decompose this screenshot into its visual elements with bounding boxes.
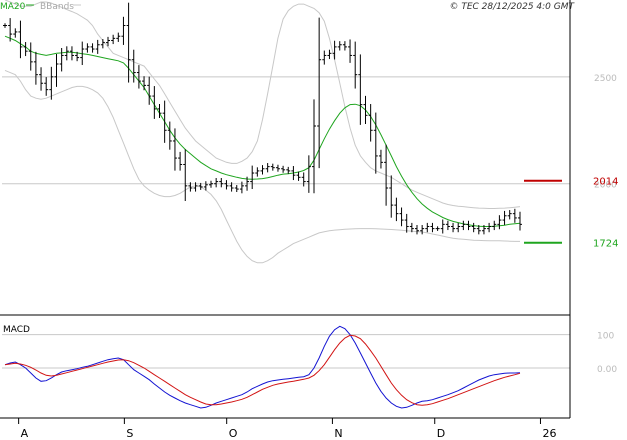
x-tick-label: 26 <box>542 427 556 440</box>
x-tick-label: N <box>334 427 342 440</box>
axes: A S O N D 26 <box>18 418 556 440</box>
ma20-legend: MA20 <box>0 2 26 12</box>
price-tick-label: 2500 <box>594 74 617 84</box>
bbands-legend: BBands <box>40 2 74 12</box>
x-tick-label: O <box>229 427 238 440</box>
macd-line <box>4 325 521 409</box>
copyright-label: © TEC 28/12/2025 4:0 GMT <box>449 2 575 12</box>
macd-panel: 0.00 100 <box>2 325 617 409</box>
price-panel: 2000 2500 2014 1724 <box>2 0 618 264</box>
x-tick-label: S <box>126 427 133 440</box>
ma20-line <box>4 35 521 227</box>
signal-line <box>4 334 521 406</box>
bband-upper-line <box>4 0 521 209</box>
macd-tick-label: 100 <box>597 332 614 342</box>
support-level-label: 1724 <box>593 239 618 250</box>
bband-lower-line <box>4 69 520 264</box>
macd-title: MACD <box>3 325 30 335</box>
chart-frame <box>0 0 571 419</box>
resistance-level-label: 2014 <box>593 177 618 188</box>
x-tick-label: D <box>437 427 445 440</box>
x-tick-label: A <box>21 427 29 440</box>
macd-tick-label: 0.00 <box>597 365 617 375</box>
price-tick-label: 2000 <box>594 181 617 191</box>
